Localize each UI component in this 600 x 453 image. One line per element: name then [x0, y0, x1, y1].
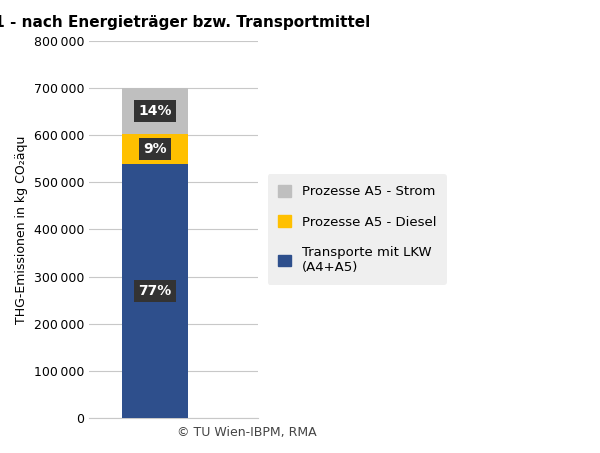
Text: 77%: 77% [139, 284, 172, 298]
Bar [122, 88, 188, 134]
Text: © TU Wien-IBPM, RMA: © TU Wien-IBPM, RMA [177, 425, 317, 439]
Bar [122, 134, 188, 164]
Text: 14%: 14% [139, 104, 172, 118]
Legend: Prozesse A5 - Strom, Prozesse A5 - Diesel, Transporte mit LKW
(A4+A5): Prozesse A5 - Strom, Prozesse A5 - Diese… [268, 174, 447, 284]
Title: fB1 - nach Energieträger bzw. Transportmittel: fB1 - nach Energieträger bzw. Transportm… [0, 15, 370, 30]
Y-axis label: THG-Emissionen in kg CO₂äqu: THG-Emissionen in kg CO₂äqu [15, 135, 28, 323]
Bar [122, 164, 188, 418]
Text: 9%: 9% [143, 142, 167, 156]
